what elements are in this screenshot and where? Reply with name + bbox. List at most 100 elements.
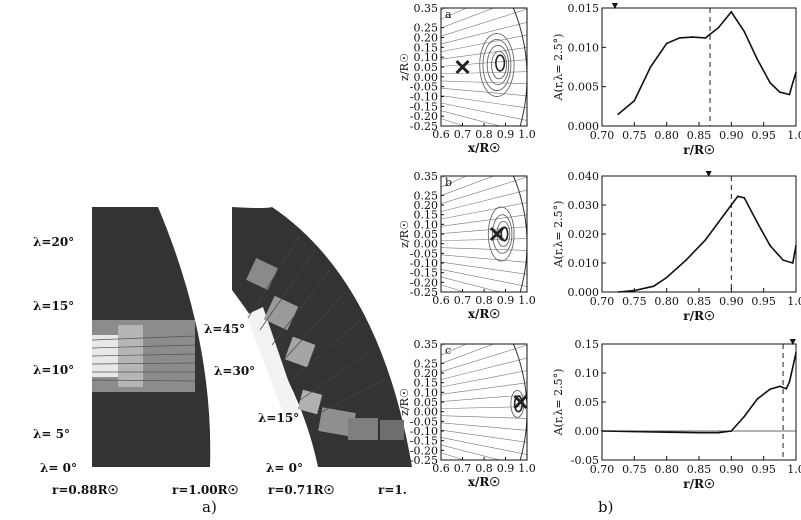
wedge-left-angle-label: λ= 0°: [40, 461, 77, 475]
x-tick-label: 1.0: [518, 294, 536, 307]
profile-panel-b: 0.000 0.010 0.020 0.030 0.040 0.70 0.75 0.80 0.8…: [552, 170, 801, 323]
grid-ray: [441, 370, 527, 388]
data-point: [769, 81, 771, 84]
wedge-right-angle-label: λ=45°: [204, 322, 245, 336]
grid-ray: [441, 276, 501, 292]
contour-line: [492, 214, 513, 254]
x-tick-label: 0.85: [687, 295, 712, 308]
grid-ray: [441, 226, 527, 234]
contour-line: [500, 226, 509, 242]
grid-ray: [441, 452, 465, 460]
grid-ray: [441, 110, 501, 126]
contour-line: [486, 44, 510, 86]
y-tick-label: -0.20: [410, 444, 438, 457]
y-tick-label: -0.15: [410, 100, 438, 113]
part-b-label: b): [598, 498, 613, 516]
contour-line: [487, 206, 515, 262]
data-point: [633, 430, 636, 433]
data-point: [737, 195, 739, 198]
data-point: [665, 42, 668, 45]
wedge-right-gap: [246, 307, 300, 425]
data-point: [756, 398, 758, 400]
wedge-left-rays: [91, 335, 196, 382]
y-tick-label: 0.25: [414, 357, 439, 370]
grid-ray: [441, 344, 468, 356]
y-tick-label: 0.05: [414, 228, 439, 241]
data-point: [756, 221, 758, 224]
contour-panel-b: 0.350.250.200.150.100.050.00-0.05-0.10-0…: [398, 170, 536, 321]
x-tick-label: 1.0: [518, 462, 536, 475]
data-point: [633, 100, 636, 102]
wedge-left-band-mid: [118, 325, 143, 387]
y-tick-label: -0.20: [410, 276, 438, 289]
grid-ray: [441, 176, 468, 188]
wedge-right-angle-label: λ= 0°: [266, 461, 303, 475]
data-point: [795, 244, 797, 247]
x-axis-label: r/R☉: [683, 309, 715, 323]
wedge-right-patches: [246, 258, 404, 440]
y-tick-label: 0.10: [414, 386, 439, 399]
grid-ray: [441, 176, 527, 205]
x-tick-label: 0.6: [432, 294, 450, 307]
grid-ray: [441, 284, 465, 292]
cross-marker: [455, 59, 470, 75]
y-tick-label: 0.10: [575, 367, 600, 380]
x-tick-label: 0.70: [590, 129, 615, 142]
data-point: [792, 366, 794, 369]
x-axis-label: x/R☉: [468, 475, 501, 489]
y-tick-label: -0.10: [410, 91, 438, 104]
cross-marker: [489, 226, 504, 242]
x-axis-label: x/R☉: [468, 307, 501, 321]
contour-line: [491, 50, 508, 80]
data-point: [792, 262, 794, 264]
wedge-left-angle-label: λ=10°: [33, 363, 74, 377]
y-tick-label: 0.000: [568, 120, 600, 133]
x-tick-label: 0.80: [654, 129, 679, 142]
y-tick-label: -0.05: [410, 247, 438, 260]
data-point: [779, 385, 781, 388]
contour-line: [495, 54, 506, 72]
y-tick-label: 0.040: [568, 170, 600, 183]
grid-ray: [441, 429, 527, 443]
wedge-left-r-outer-label: r=1.00R☉: [172, 483, 239, 497]
data-point: [717, 26, 720, 29]
x-axis-label: r/R☉: [683, 143, 715, 157]
x-tick-label: 0.9: [497, 462, 515, 475]
y-tick-label: -0.25: [410, 286, 438, 299]
x-tick-label: 0.8: [475, 128, 493, 141]
x-tick-label: 1.0: [787, 463, 801, 476]
y-tick-label: -0.25: [410, 120, 438, 133]
data-point: [685, 259, 687, 261]
data-point: [617, 113, 619, 115]
y-tick-label: 0.020: [568, 228, 600, 241]
wedge-left-r-inner-label: r=0.88R☉: [52, 483, 119, 497]
y-tick-label: 0.010: [568, 257, 600, 270]
y-tick-label: -0.15: [410, 435, 438, 448]
y-tick-label: 0.10: [414, 51, 439, 64]
data-point: [769, 388, 771, 391]
x-tick-label: 0.75: [622, 295, 647, 308]
y-axis-label: z/R☉: [398, 53, 411, 81]
wedge-left: λ=20° λ=15° λ=10° λ= 5° λ= 0° r=0.88R☉ r…: [33, 207, 239, 497]
data-point: [704, 239, 707, 241]
x-tick-label: 0.9: [497, 128, 515, 141]
data-point: [743, 30, 746, 33]
x-tick-label: 0.7: [454, 294, 472, 307]
wedge-left-angle-label: λ=15°: [33, 299, 74, 313]
wedge-left-angle-label: λ= 5°: [33, 427, 70, 441]
data-point: [678, 37, 681, 39]
contour-line: [482, 39, 512, 92]
x-tick-label: 0.7: [454, 462, 472, 475]
y-axis-label: z/R☉: [398, 220, 411, 248]
grid-ray: [441, 8, 446, 11]
data-point: [795, 71, 797, 74]
y-tick-label: -0.20: [410, 110, 438, 123]
top-triangle-marker: [705, 171, 712, 177]
contour-panel-c: 0.350.250.200.150.100.050.00-0.05-0.10-0…: [398, 338, 536, 489]
grid-ray: [441, 238, 527, 241]
data-point: [730, 204, 733, 206]
x-tick-label: 0.9: [497, 294, 515, 307]
grid-ray: [441, 80, 527, 85]
cross-marker: [513, 394, 528, 410]
top-triangle-marker: [611, 3, 618, 9]
